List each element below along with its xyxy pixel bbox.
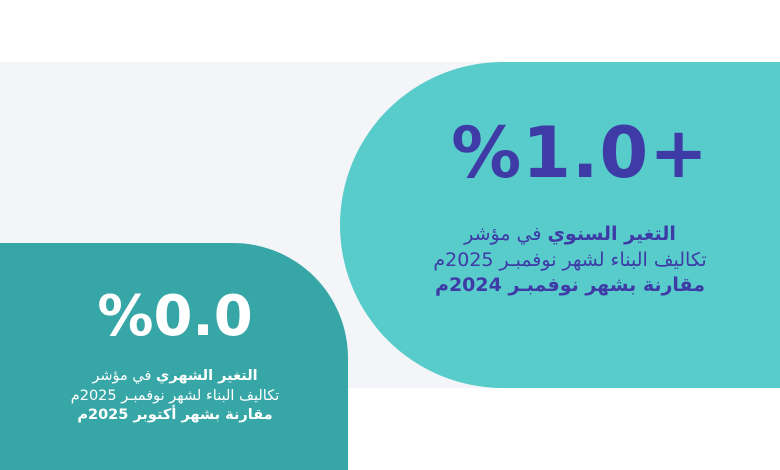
monthly-label-rest: في مؤشر xyxy=(92,368,157,384)
annual-line3: مقارنة بشهر نوفمبـر 2024م xyxy=(435,274,705,297)
annual-change-card xyxy=(340,62,780,388)
annual-line2: تكاليف البناء لشهر نوفمبـر 2025م xyxy=(433,248,707,271)
annual-change-value: %1.0+ xyxy=(451,112,709,194)
monthly-change-card xyxy=(0,243,348,470)
annual-label-rest: في مؤشر xyxy=(464,223,548,245)
annual-label-bold: التغير السنوي xyxy=(547,223,676,245)
annual-change-description: التغير السنوي في مؤشر تكاليف البناء لشهر… xyxy=(395,222,745,299)
monthly-change-value: %0.0 xyxy=(97,284,253,349)
monthly-change-description: التغير الشهري في مؤشر تكاليف البناء لشهر… xyxy=(30,367,320,426)
monthly-line3: مقارنة بشهر أكتوبر 2025م xyxy=(77,407,273,424)
monthly-line2: تكاليف البناء لشهر نوفمبـر 2025م xyxy=(70,387,280,404)
monthly-label-bold: التغير الشهري xyxy=(156,368,258,384)
